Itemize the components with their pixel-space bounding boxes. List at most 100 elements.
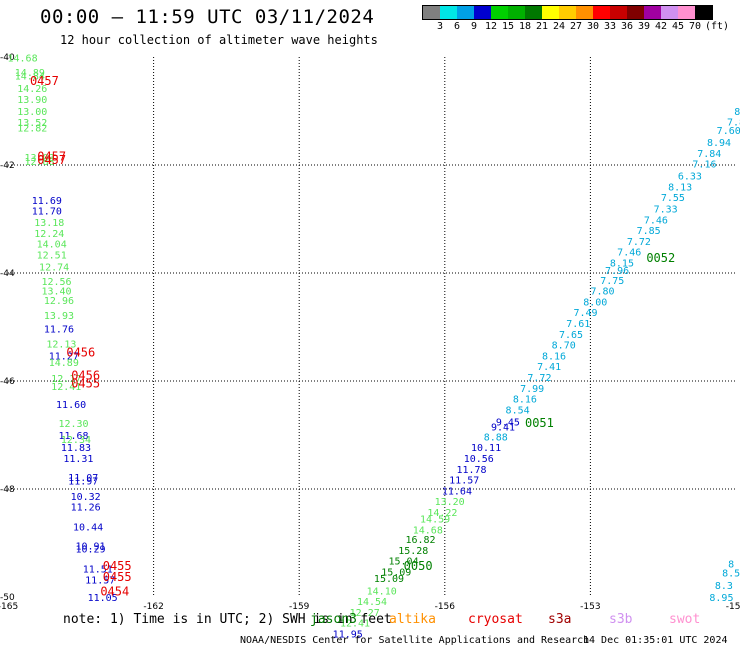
wave-height-reading: 7.8	[727, 118, 740, 129]
wave-height-reading: 10.56	[464, 454, 494, 465]
wave-height-reading: 14.26	[17, 84, 47, 95]
wave-height-reading: 11.60	[56, 400, 86, 411]
wave-height-reading: 12.56	[41, 277, 71, 288]
wave-height-reading: 8.15	[610, 259, 634, 270]
wave-height-reading: 8.88	[484, 432, 508, 443]
wave-height-reading: 11.26	[71, 503, 101, 514]
wave-height-reading: 10.32	[71, 492, 101, 503]
satellite-label-swot: swot	[669, 612, 701, 627]
legend-label: 9	[470, 21, 478, 32]
wave-height-reading: 7.75	[600, 276, 624, 287]
legend-label: 70	[688, 21, 702, 32]
legend-label: 27	[569, 21, 583, 32]
legend-label: 6	[453, 21, 461, 32]
wave-height-reading: 8.1	[734, 107, 740, 118]
wave-height-reading: 15.04	[388, 557, 418, 568]
legend-label: 15	[501, 21, 515, 32]
wave-height-reading: 11.78	[456, 465, 486, 476]
legend-swatch	[457, 6, 474, 19]
wave-height-reading: 11.05	[88, 593, 118, 604]
wave-height-reading: 9.41	[491, 423, 515, 434]
lat-tick-label: -46	[0, 377, 15, 387]
wave-height-reading: 8.54	[506, 405, 530, 416]
wave-height-reading: 14.22	[427, 508, 457, 519]
wave-height-reading: 13.93	[44, 311, 74, 322]
legend-label: 24	[552, 21, 566, 32]
wave-height-reading: 11.07	[68, 473, 98, 484]
wave-height-reading: 14.54	[357, 597, 387, 608]
footer-note: note: 1) Time is in UTC; 2) SWH is in fe…	[63, 612, 392, 627]
satellite-label-cryosat: cryosat	[468, 612, 523, 627]
legend-label: 45	[671, 21, 685, 32]
lat-tick-label: -48	[0, 485, 15, 495]
wave-height-reading: 11.76	[44, 324, 74, 335]
wave-height-reading: 7.33	[654, 205, 678, 216]
legend-unit: (ft)	[704, 21, 730, 32]
legend-swatch	[576, 6, 593, 19]
wave-height-reading: 8.16	[542, 351, 566, 362]
pass-time-label: 0456	[66, 346, 95, 360]
legend-swatch	[627, 6, 644, 19]
pass-time-label: 0455	[103, 570, 132, 584]
legend-swatches	[422, 5, 713, 20]
wave-height-reading: 7.49	[573, 308, 597, 319]
lat-tick-label: -50	[0, 593, 15, 603]
legend-swatch	[661, 6, 678, 19]
wave-height-reading: 9.45	[496, 417, 520, 428]
wave-height-reading: 8	[728, 559, 734, 570]
legend-label: 21	[535, 21, 549, 32]
wave-height-reading: 11.57	[85, 576, 115, 587]
legend-swatch	[423, 6, 440, 19]
wave-height-reading: 13.03	[24, 153, 54, 164]
wave-height-reading: 11.64	[442, 486, 472, 497]
wave-height-reading: 7.72	[627, 237, 651, 248]
wave-height-reading: 11.57	[449, 476, 479, 487]
wave-height-reading: 12.27	[350, 608, 380, 619]
wave-height-reading: 14.04	[37, 240, 67, 251]
wave-height-reading: 11.83	[61, 443, 91, 454]
pass-time-label: 0050	[404, 559, 433, 573]
wave-height-reading: 15.28	[398, 546, 428, 557]
wave-height-reading: 10.91	[75, 541, 105, 552]
wave-height-reading: 13.40	[41, 287, 71, 298]
wave-height-reading: 10.44	[73, 523, 103, 534]
wave-height-reading: 11.51	[83, 565, 113, 576]
wave-height-reading: 15.09	[374, 574, 404, 585]
wave-height-reading: 7.55	[661, 193, 685, 204]
wave-height-reading: 14.59	[420, 514, 450, 525]
legend-label: 36	[620, 21, 634, 32]
lat-tick-label: -44	[0, 269, 15, 279]
wave-height-reading: 12.41	[340, 619, 370, 630]
lat-tick-label: -42	[0, 161, 15, 171]
wave-height-reading: 7.46	[617, 248, 641, 259]
wave-height-reading: 7.99	[520, 384, 544, 395]
wave-height-reading: 12.24	[34, 229, 64, 240]
wave-height-reading: 12.13	[46, 340, 76, 351]
legend-label: 30	[586, 21, 600, 32]
wave-height-reading: 10.29	[75, 545, 105, 556]
legend-swatch	[559, 6, 576, 19]
pass-time-label: 0454	[100, 584, 129, 598]
legend-swatch	[525, 6, 542, 19]
wave-height-reading: 7.16	[692, 160, 716, 171]
legend-swatch	[644, 6, 661, 19]
satellite-label-altika: altika	[389, 612, 436, 627]
wave-height-reading: 12.17	[51, 374, 81, 385]
lon-tick-label: -156	[435, 602, 456, 612]
legend-label: 18	[518, 21, 532, 32]
wave-height-reading: 14.10	[367, 586, 397, 597]
wave-height-reading: 14.68	[8, 53, 38, 64]
pass-time-label: 0457	[30, 74, 59, 88]
wave-height-reading: 14.84	[15, 72, 45, 83]
wave-height-reading: 11.27	[49, 351, 79, 362]
legend-label: 33	[603, 21, 617, 32]
wave-height-reading: 13.52	[17, 118, 47, 129]
legend-swatch	[474, 6, 491, 19]
pass-time-label: 0455	[103, 559, 132, 573]
satellite-label-jason3: jason3	[310, 612, 357, 627]
wave-height-reading: 15.09	[381, 567, 411, 578]
legend-label: 12	[484, 21, 498, 32]
wave-height-reading: 12.34	[61, 435, 91, 446]
wave-height-reading: 16.82	[405, 535, 435, 546]
